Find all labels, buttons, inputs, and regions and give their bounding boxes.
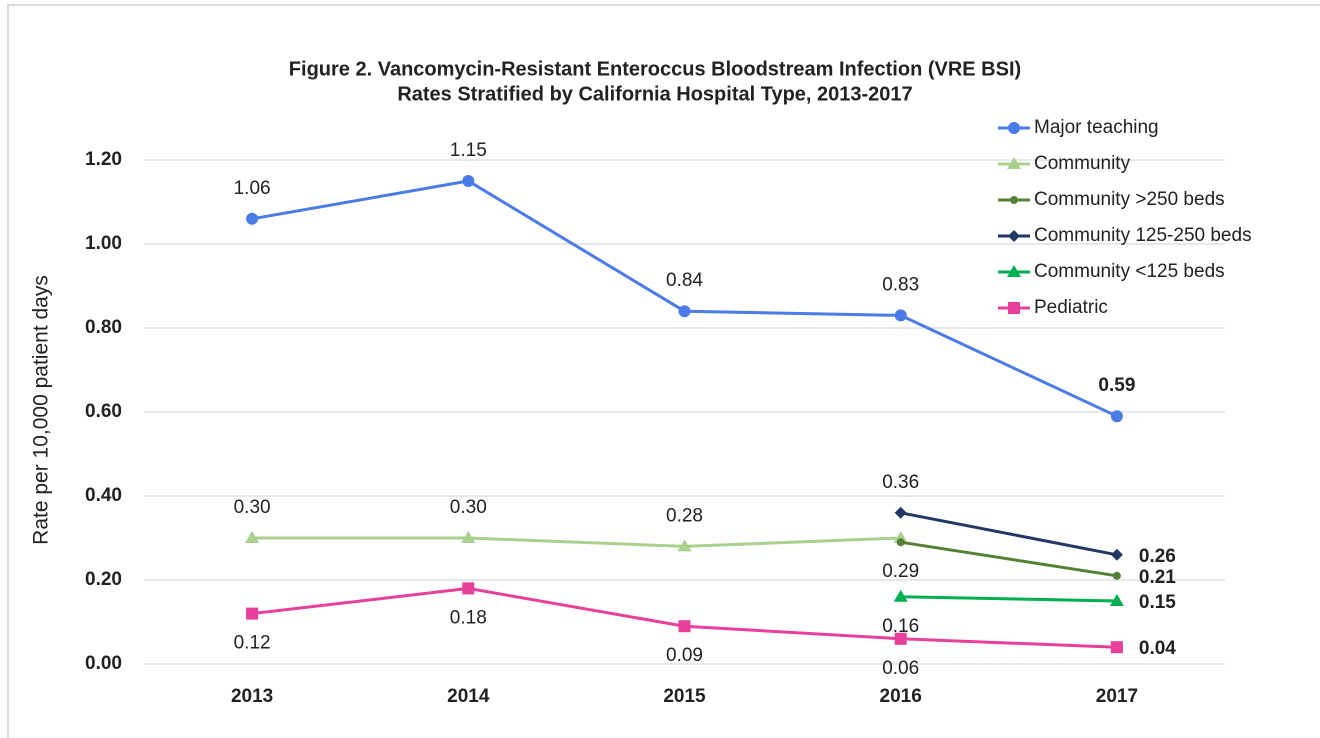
data-label: 0.36 [882, 472, 919, 493]
legend-label: Community [1034, 153, 1131, 174]
data-point [677, 539, 692, 552]
data-point [678, 620, 691, 633]
data-point [678, 305, 691, 318]
chart-title: Figure 2. Vancomycin-Resistant Enteroccu… [289, 58, 1021, 80]
data-point [462, 175, 475, 187]
data-point [1109, 594, 1124, 606]
legend-marker [1007, 265, 1021, 277]
legend-label: Community >250 beds [1034, 189, 1225, 210]
x-tick-label: 2017 [1096, 686, 1138, 707]
data-label: 0.12 [234, 633, 271, 654]
y-tick-label: 0.00 [85, 653, 122, 674]
data-label: 0.18 [450, 607, 487, 628]
data-label: 0.16 [882, 616, 919, 637]
data-point [894, 506, 907, 519]
data-label: 0.26 [1139, 546, 1176, 567]
series-line [900, 595, 1117, 603]
x-tick-label: 2014 [447, 686, 490, 707]
series-line [252, 536, 901, 548]
data-point [1110, 410, 1123, 423]
data-label: 1.06 [234, 178, 271, 199]
data-label: 0.29 [882, 561, 919, 582]
y-tick-label: 0.60 [85, 401, 122, 422]
y-tick-label: 1.20 [85, 149, 122, 170]
data-point [246, 607, 259, 620]
chart-title: Rates Stratified by California Hospital … [397, 83, 912, 105]
data-point [1110, 548, 1123, 561]
data-point [1110, 641, 1123, 654]
data-point [893, 531, 908, 543]
data-label: 0.84 [666, 270, 703, 291]
y-axis-label: Rate per 10,000 patient days [30, 275, 53, 545]
data-label: 0.06 [882, 658, 919, 679]
data-point [894, 309, 907, 322]
data-point [1112, 571, 1121, 580]
series-line [900, 540, 1118, 578]
x-tick-label: 2013 [231, 686, 273, 707]
x-tick-label: 2016 [880, 686, 922, 707]
data-point [245, 531, 260, 543]
chart-frame [7, 4, 1320, 738]
legend-marker [1008, 230, 1020, 242]
data-label: 0.59 [1098, 375, 1135, 396]
legend-label: Community <125 beds [1034, 261, 1225, 282]
data-point [462, 582, 475, 595]
data-label: 0.09 [666, 645, 703, 666]
series-line [251, 179, 1118, 418]
data-label: 0.15 [1139, 592, 1176, 613]
data-label: 0.28 [666, 505, 703, 526]
legend-label: Community 125-250 beds [1034, 225, 1252, 246]
data-label: 0.30 [234, 497, 271, 518]
legend-marker [1008, 122, 1020, 134]
data-label: 0.83 [882, 274, 919, 295]
data-label: 0.30 [450, 497, 487, 518]
data-point [246, 212, 259, 225]
data-point [896, 538, 905, 547]
legend-label: Major teaching [1034, 117, 1159, 138]
data-label: 0.21 [1139, 567, 1176, 588]
legend-label: Pediatric [1034, 297, 1108, 318]
y-tick-label: 1.00 [85, 233, 122, 254]
data-label: 0.04 [1139, 638, 1176, 659]
x-tick-label: 2015 [663, 686, 706, 707]
data-point [894, 632, 907, 645]
legend-marker [1008, 302, 1020, 314]
legend-marker [1010, 196, 1018, 204]
y-tick-label: 0.40 [85, 485, 122, 506]
data-label: 1.15 [450, 140, 487, 161]
series-line [900, 511, 1118, 557]
legend-marker [1007, 157, 1021, 169]
data-point [461, 531, 476, 543]
y-tick-label: 0.80 [85, 317, 122, 338]
y-tick-label: 0.20 [85, 569, 122, 590]
data-point [893, 589, 908, 602]
